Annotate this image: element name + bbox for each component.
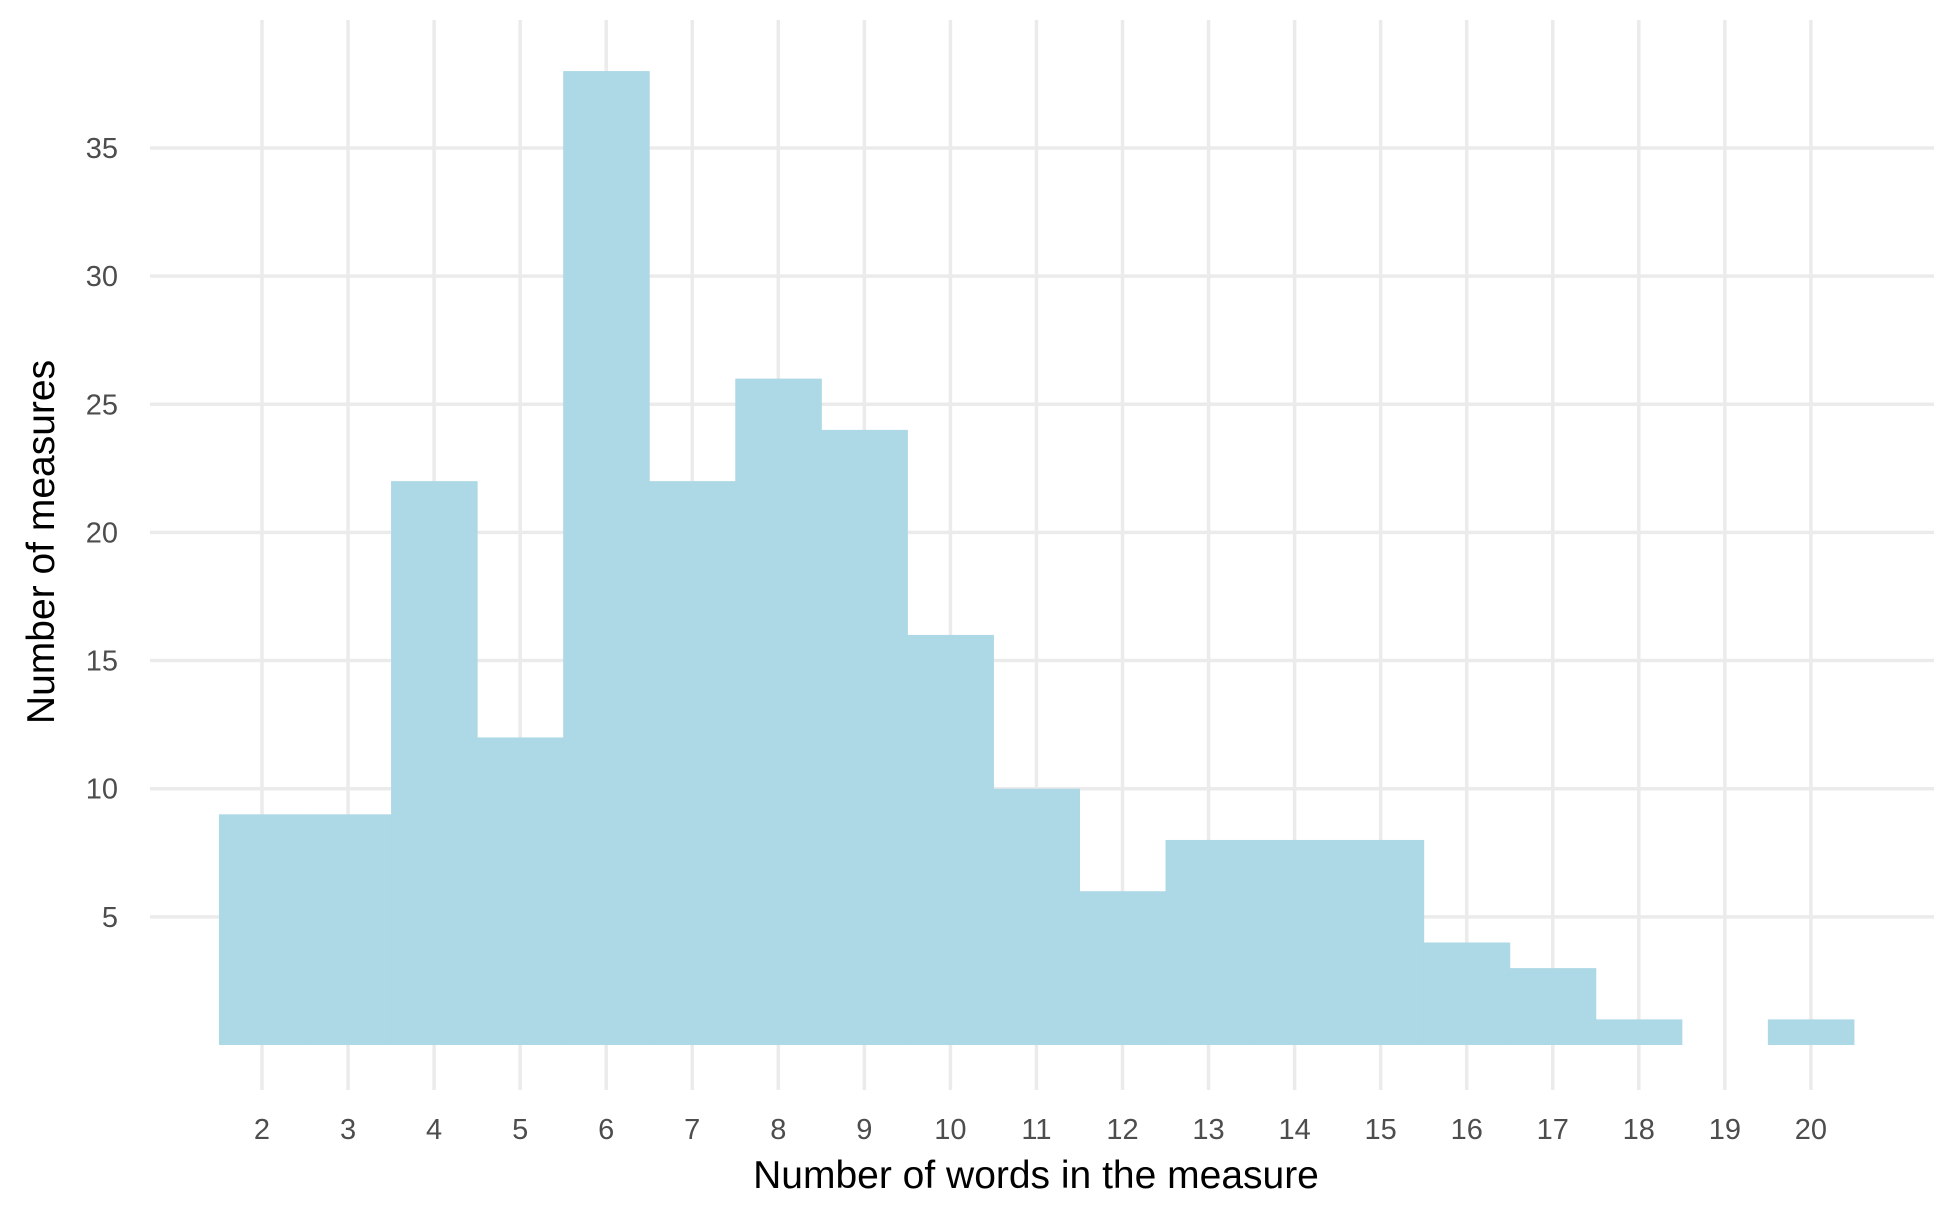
bar-15 bbox=[1337, 839, 1425, 1045]
bar-18 bbox=[1595, 1019, 1683, 1045]
bar-2 bbox=[218, 814, 306, 1045]
y-tick-label-20: 20 bbox=[86, 517, 118, 549]
bar-5 bbox=[477, 737, 564, 1045]
x-tick-label-10: 10 bbox=[934, 1114, 966, 1146]
y-axis-ticks: 5 10 15 20 25 30 35 bbox=[86, 133, 118, 934]
x-tick-label-6: 6 bbox=[598, 1114, 614, 1146]
x-tick-label-11: 11 bbox=[1021, 1114, 1051, 1146]
x-tick-label-8: 8 bbox=[770, 1114, 786, 1146]
bar-10 bbox=[907, 634, 994, 1045]
bar-3 bbox=[305, 814, 392, 1045]
y-tick-label-25: 25 bbox=[86, 389, 118, 421]
bar-9 bbox=[821, 429, 908, 1045]
x-tick-label-14: 14 bbox=[1278, 1114, 1310, 1146]
bar-6 bbox=[563, 71, 650, 1045]
x-tick-label-18: 18 bbox=[1623, 1114, 1655, 1146]
x-tick-label-7: 7 bbox=[684, 1114, 700, 1146]
x-tick-label-13: 13 bbox=[1192, 1114, 1224, 1146]
x-tick-label-15: 15 bbox=[1365, 1114, 1397, 1146]
bar-14 bbox=[1251, 839, 1339, 1045]
y-tick-label-5: 5 bbox=[102, 902, 118, 934]
x-tick-label-5: 5 bbox=[512, 1114, 528, 1146]
x-axis-ticks: 2 3 4 5 6 7 8 9 10 11 12 13 14 15 16 17 18 19 20 bbox=[254, 1114, 1827, 1146]
bar-12 bbox=[1079, 891, 1167, 1045]
x-tick-label-4: 4 bbox=[426, 1114, 442, 1146]
bar-13 bbox=[1165, 839, 1253, 1045]
x-axis-title: Number of words in the measure bbox=[753, 1154, 1319, 1197]
bar-8 bbox=[735, 378, 822, 1045]
x-tick-label-9: 9 bbox=[856, 1114, 872, 1146]
x-tick-label-20: 20 bbox=[1795, 1114, 1827, 1146]
x-tick-label-16: 16 bbox=[1451, 1114, 1483, 1146]
x-tick-label-12: 12 bbox=[1106, 1114, 1138, 1146]
y-tick-label-15: 15 bbox=[86, 646, 118, 678]
x-tick-label-3: 3 bbox=[340, 1114, 356, 1146]
y-axis-title: Number of measures bbox=[20, 360, 63, 724]
bar-11 bbox=[993, 788, 1080, 1045]
x-tick-label-17: 17 bbox=[1537, 1114, 1569, 1146]
y-tick-label-30: 30 bbox=[86, 261, 118, 293]
y-tick-label-35: 35 bbox=[86, 133, 118, 165]
bar-17 bbox=[1509, 968, 1597, 1045]
bar-16 bbox=[1423, 942, 1511, 1045]
x-tick-label-2: 2 bbox=[254, 1114, 270, 1146]
y-tick-label-10: 10 bbox=[86, 774, 118, 806]
bars bbox=[218, 71, 1855, 1045]
bar-4 bbox=[391, 481, 478, 1045]
bar-20 bbox=[1767, 1019, 1855, 1045]
bar-7 bbox=[649, 481, 736, 1045]
x-tick-label-19: 19 bbox=[1709, 1114, 1741, 1146]
